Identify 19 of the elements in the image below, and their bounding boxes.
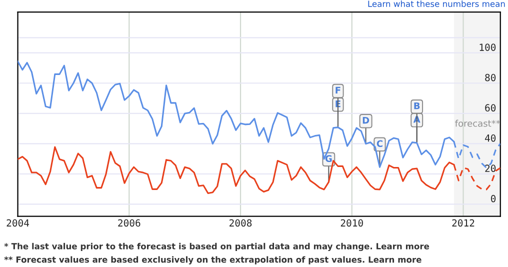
text: ** Forecast values are based exclusively on the extrapolation of past values. Learn more — [4, 256, 422, 264]
annotation: B — [414, 102, 420, 110]
annotation: C — [376, 140, 382, 148]
y-tick-label: 60 — [485, 104, 496, 112]
text: Learn what these numbers mean — [368, 0, 505, 7]
x-tick-label: 2010 — [340, 219, 363, 227]
x-tick-label: 2012 — [452, 219, 474, 227]
y-tick-label: 0 — [490, 194, 496, 202]
y-tick-label: 40 — [484, 134, 496, 142]
y-tick-label: 80 — [485, 74, 496, 82]
annotation: D — [362, 117, 370, 124]
y-tick-label: 100 — [480, 44, 496, 51]
x-tick-label: 2006 — [118, 219, 140, 227]
annotation: G — [325, 155, 332, 162]
x-tick-label: 2004 — [6, 219, 30, 227]
annotation: F — [336, 86, 340, 94]
text: * The last value prior to the forecast is based on partial data and may change. Learn more — [4, 242, 430, 252]
x-tick-label: 2008 — [230, 219, 252, 227]
y-tick-label: 20 — [485, 164, 496, 172]
